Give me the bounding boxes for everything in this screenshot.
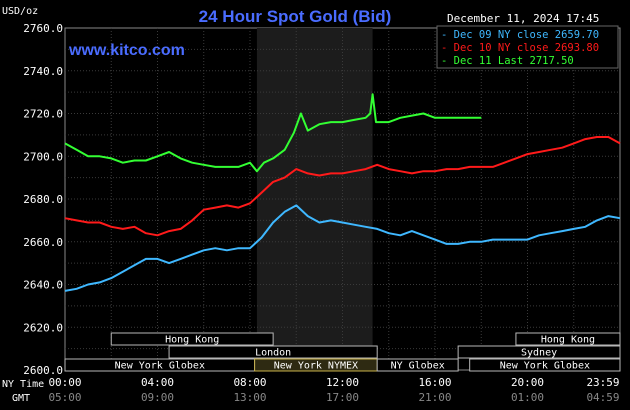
x-axis-label-ny: NY Time <box>2 379 44 390</box>
series-line <box>64 136 621 237</box>
x-tick-label-gmt: 13:00 <box>233 391 266 404</box>
x-tick-label-ny: 12:00 <box>326 376 359 389</box>
y-tick-label: 2740.0 <box>23 65 63 78</box>
x-tick-label-ny: 04:00 <box>141 376 174 389</box>
x-tick-label-ny: 20:00 <box>511 376 544 389</box>
session-bar: NY Globex <box>376 358 459 372</box>
y-tick-label: 2680.0 <box>23 193 63 206</box>
legend-entry: - Dec 10 NY close 2693.80 <box>441 42 599 54</box>
y-tick-label: 2620.0 <box>23 321 63 334</box>
y-axis-tick-labels: 2760.0 2740.0 2720.0 2700.0 2680.0 2660.0 2640… <box>23 22 63 377</box>
session-bar: New York Globex <box>469 358 621 372</box>
session-label: London <box>255 348 291 359</box>
session-bar: Sydney <box>457 345 621 359</box>
x-tick-label-gmt: 04:59 <box>586 391 619 404</box>
session-bar: Hong Kong <box>515 332 621 346</box>
session-label: New York Globex <box>115 361 205 372</box>
series-line <box>64 204 621 292</box>
site-url: www.kitco.com <box>68 42 185 59</box>
session-bar: Hong Kong <box>110 332 274 346</box>
session-label: NY Globex <box>391 361 445 372</box>
x-tick-label-ny: 08:00 <box>233 376 266 389</box>
session-label: New York NYMEX <box>274 361 358 372</box>
session-label: Hong Kong <box>165 335 219 346</box>
chart-title: 24 Hour Spot Gold (Bid) <box>199 7 392 26</box>
x-tick-label-gmt: 01:00 <box>511 391 544 404</box>
session-label: Hong Kong <box>541 335 595 346</box>
unit-label: USD/oz <box>2 6 38 17</box>
x-tick-label-ny: 23:59 <box>586 376 619 389</box>
grid-lines <box>65 28 620 370</box>
chart-timestamp: December 11, 2024 17:45 <box>447 12 599 25</box>
x-tick-label-gmt: 09:00 <box>141 391 174 404</box>
x-tick-label-ny: 16:00 <box>418 376 451 389</box>
y-tick-label: 2760.0 <box>23 22 63 35</box>
series-line <box>64 93 482 173</box>
x-tick-label-ny: 00:00 <box>48 376 81 389</box>
x-tick-label-gmt: 17:00 <box>326 391 359 404</box>
trading-session-bars: Hong Kong Hong Kong London Sydney New York G… <box>64 332 621 372</box>
y-tick-label: 2600.0 <box>23 364 63 377</box>
session-bar: London <box>168 345 378 359</box>
x-tick-label-gmt: 21:00 <box>418 391 451 404</box>
y-tick-label: 2660.0 <box>23 236 63 249</box>
session-label: Sydney <box>521 348 557 359</box>
legend-entry: - Dec 11 Last 2717.50 <box>441 55 574 67</box>
session-label: New York Globex <box>500 361 590 372</box>
legend-entry: - Dec 09 NY close 2659.70 <box>441 29 599 41</box>
x-axis-label-gmt: GMT <box>12 393 30 404</box>
session-bar: New York Globex <box>64 358 256 372</box>
price-series-lines <box>64 93 621 292</box>
y-tick-label: 2640.0 <box>23 279 63 292</box>
legend: - Dec 09 NY close 2659.70- Dec 10 NY clo… <box>436 25 619 69</box>
y-tick-label: 2700.0 <box>23 150 63 163</box>
x-axis-tick-labels: 00:00 04:00 08:00 12:00 16:00 20:00 23:59 05:00… <box>48 376 619 404</box>
y-tick-label: 2720.0 <box>23 108 63 121</box>
x-tick-label-gmt: 05:00 <box>48 391 81 404</box>
session-bar: New York NYMEX <box>254 358 378 372</box>
